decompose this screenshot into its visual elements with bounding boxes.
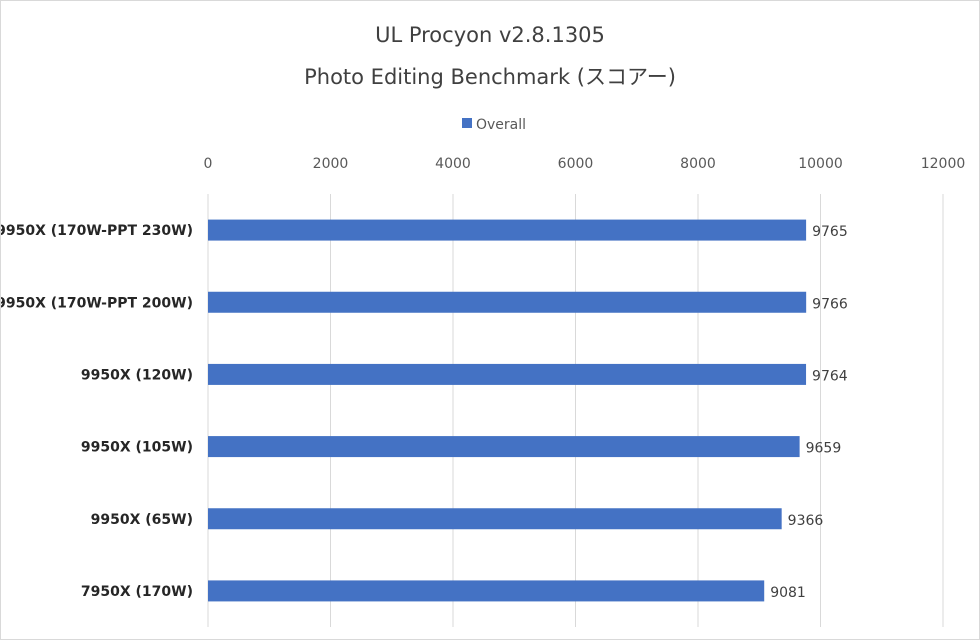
x-tick-label: 6000 <box>558 156 594 172</box>
grid-lines <box>207 194 944 627</box>
bars <box>208 219 807 602</box>
category-label: 9950X (170W-PPT 200W) <box>1 295 193 311</box>
category-labels: 9950X (170W-PPT 230W) 9950X (170W-PPT 200… <box>1 223 193 600</box>
category-label: 9950X (105W) <box>81 440 193 456</box>
x-tick-label: 4000 <box>435 156 471 172</box>
bar-overall <box>208 291 807 313</box>
bar-overall <box>208 580 765 602</box>
data-label: 9366 <box>788 513 824 529</box>
x-tick-label: 8000 <box>680 156 716 172</box>
x-tick-label: 12000 <box>921 156 966 172</box>
x-tick-label: 0 <box>204 156 213 172</box>
x-axis-ticks: 0 2000 4000 6000 8000 10000 12000 <box>204 156 966 172</box>
chart-title-line-1: UL Procyon v2.8.1305 <box>375 23 605 47</box>
data-label: 9081 <box>770 585 806 601</box>
category-label: 9950X (170W-PPT 230W) <box>1 223 193 239</box>
x-tick-label: 10000 <box>798 156 843 172</box>
data-labels: 9765 9766 9764 9659 9366 9081 <box>770 224 848 601</box>
x-tick-label: 2000 <box>313 156 349 172</box>
bar-overall <box>208 363 807 385</box>
legend-swatch-overall <box>462 118 472 128</box>
legend-label-overall: Overall <box>476 117 526 133</box>
data-label: 9765 <box>812 224 848 240</box>
category-label: 9950X (120W) <box>81 367 193 383</box>
category-label: 7950X (170W) <box>81 584 193 600</box>
bar-overall <box>208 436 800 458</box>
chart-title-line-2: Photo Editing Benchmark (スコアー) <box>304 65 676 89</box>
bar-overall <box>208 508 782 530</box>
data-label: 9766 <box>812 296 848 312</box>
category-label: 9950X (65W) <box>91 512 193 528</box>
data-label: 9659 <box>806 441 842 457</box>
bar-overall <box>208 219 807 241</box>
data-label: 9764 <box>812 368 848 384</box>
